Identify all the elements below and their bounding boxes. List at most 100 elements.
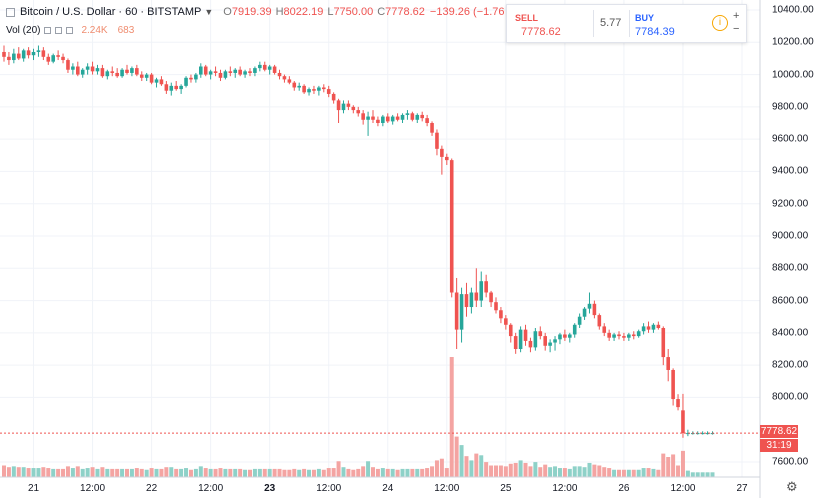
- volume-bar: [120, 468, 125, 477]
- volume-bar: [410, 468, 415, 477]
- candle-body: [641, 326, 646, 332]
- volume-bar: [154, 468, 159, 477]
- candle-body: [51, 55, 55, 62]
- candle-body: [474, 292, 479, 301]
- collapse-icon[interactable]: [6, 7, 15, 17]
- spread-value: 5.77: [600, 17, 622, 29]
- candle-body: [164, 84, 169, 91]
- volume-bar: [218, 468, 223, 477]
- volume-bar: [80, 468, 85, 477]
- candle-body: [203, 66, 208, 75]
- volume-bar: [159, 468, 164, 477]
- sell-label[interactable]: SELL: [515, 13, 539, 23]
- candle-body: [223, 71, 228, 78]
- volume-bar: [228, 468, 233, 477]
- candle-body: [686, 433, 690, 435]
- candle-body: [31, 51, 36, 56]
- close-label: C: [377, 6, 386, 18]
- volume-bar: [2, 465, 6, 477]
- symbol-title[interactable]: Bitcoin / U.S. Dollar · 60 · BITSTAMP: [20, 6, 202, 18]
- volume-bar: [690, 472, 695, 477]
- volume-bar: [36, 468, 41, 477]
- chevron-down-icon[interactable]: ▼: [204, 7, 214, 17]
- candle-body: [154, 79, 159, 83]
- volume-bar: [233, 468, 238, 477]
- volume-label[interactable]: Vol (20): [6, 25, 41, 36]
- volume-bar: [612, 469, 617, 477]
- trade-panel: SELL 7778.62 5.77 BUY 7784.39 i + −: [506, 4, 747, 43]
- time-tick-label: 27: [736, 483, 748, 494]
- volume-bar: [636, 469, 641, 477]
- volume-bar: [277, 468, 282, 477]
- candle-body: [307, 89, 311, 93]
- minus-icon[interactable]: −: [733, 23, 740, 35]
- volume-bar: [577, 466, 582, 477]
- volume-bar: [252, 468, 257, 477]
- close-value: 7778.62: [385, 6, 425, 18]
- candle-body: [2, 51, 6, 57]
- candle-body: [115, 72, 119, 77]
- volume-bar: [621, 469, 626, 477]
- candle-body: [341, 103, 346, 111]
- volume-bar: [341, 467, 346, 477]
- settings-icon[interactable]: [55, 27, 63, 34]
- visibility-icon[interactable]: [44, 27, 52, 34]
- candle-body: [233, 69, 238, 73]
- volume-bar: [533, 462, 538, 477]
- volume-bar: [420, 468, 425, 477]
- volume-bar: [321, 469, 326, 477]
- candle-body: [459, 294, 464, 330]
- volume-bar: [51, 468, 56, 477]
- buy-label[interactable]: BUY: [635, 13, 655, 23]
- candle-body: [297, 85, 301, 88]
- candle-body: [381, 116, 385, 123]
- candle-body: [238, 69, 242, 75]
- plus-icon[interactable]: +: [733, 10, 740, 22]
- candle-body: [523, 329, 528, 341]
- candle-body: [671, 369, 675, 400]
- volume-bar: [85, 468, 90, 477]
- gear-icon[interactable]: ⚙: [786, 479, 798, 494]
- time-tick-label: 12:00: [552, 483, 578, 494]
- candle-body: [199, 66, 203, 75]
- volume-bar: [666, 457, 671, 477]
- time-tick-label: 25: [500, 483, 512, 494]
- candle-body: [582, 308, 587, 317]
- divider: [629, 10, 630, 37]
- candle-body: [41, 50, 46, 57]
- buy-price[interactable]: 7784.39: [635, 26, 675, 38]
- candle-body: [189, 77, 193, 80]
- info-icon[interactable]: i: [712, 15, 728, 31]
- close-icon[interactable]: [66, 27, 74, 34]
- candle-body: [597, 315, 602, 327]
- volume-bar: [75, 466, 80, 477]
- high-value: 8022.19: [283, 6, 324, 18]
- volume-bar: [459, 445, 464, 477]
- volume-bar: [179, 468, 184, 477]
- candle-body: [105, 71, 110, 77]
- divider: [593, 10, 594, 37]
- volume-bar: [685, 470, 690, 477]
- price-tick-label: 8400.00: [772, 327, 809, 339]
- candle-body: [548, 342, 552, 346]
- sell-price[interactable]: 7778.62: [521, 26, 561, 38]
- candle-body: [636, 331, 641, 337]
- candle-body: [159, 79, 164, 85]
- candle-body: [336, 100, 341, 111]
- volume-bar: [65, 466, 70, 477]
- candle-body: [528, 340, 533, 348]
- candle-body: [228, 71, 233, 73]
- candle-body: [494, 302, 498, 311]
- volume-bar: [676, 465, 681, 477]
- volume-bar: [602, 467, 607, 477]
- candle-body: [26, 50, 31, 56]
- price-tick-label: 8600.00: [772, 295, 809, 307]
- candles: [2, 45, 715, 438]
- volume-bar: [366, 461, 371, 477]
- candle-body: [607, 332, 611, 338]
- candle-body: [135, 68, 139, 75]
- candle-body: [317, 87, 321, 91]
- candle-body: [504, 318, 508, 325]
- low-value: 7750.00: [333, 6, 374, 18]
